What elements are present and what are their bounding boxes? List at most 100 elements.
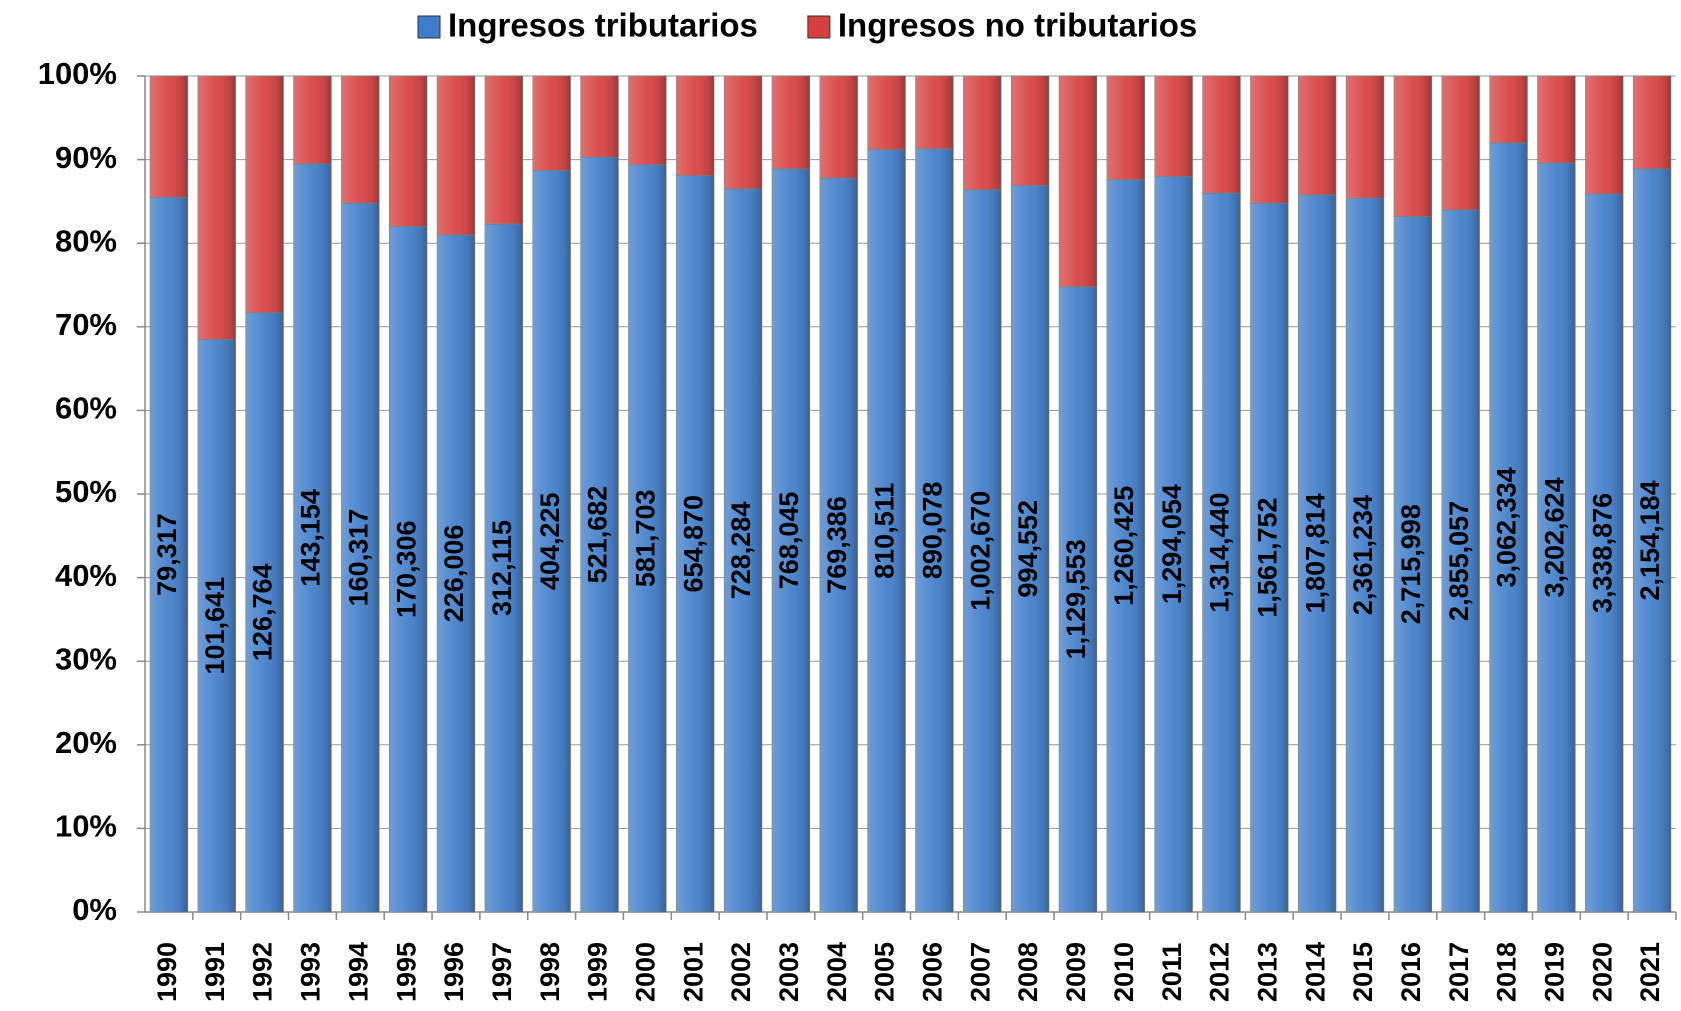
data-label: 143,154 [296, 489, 326, 587]
y-tick-label: 30% [55, 641, 117, 676]
bar-shade [1202, 193, 1241, 913]
y-tick-label: 70% [55, 307, 117, 342]
data-label: 654,870 [678, 495, 708, 593]
data-label: 994,552 [1013, 500, 1043, 598]
bar-shade [1011, 185, 1049, 913]
bar-shade [293, 76, 332, 164]
bar-shade [1250, 203, 1288, 912]
bar-shade [628, 164, 667, 913]
bar-shade [724, 188, 762, 913]
bar-shade [1537, 162, 1576, 913]
x-tick-label: 2014 [1300, 942, 1330, 1002]
bar-shade [245, 312, 284, 912]
y-tick-label: 10% [55, 809, 117, 844]
bar-shade [341, 76, 379, 204]
bar-shade [676, 76, 714, 176]
x-tick-label: 1991 [200, 942, 230, 1002]
data-label: 312,115 [487, 520, 517, 616]
y-tick-label: 80% [55, 223, 117, 258]
bar-shade [389, 226, 427, 913]
bar-shade [1633, 76, 1671, 169]
x-tick-label: 1992 [248, 942, 278, 1002]
data-label: 2,154,184 [1635, 480, 1665, 600]
y-tick-label: 20% [55, 725, 117, 760]
bar-shade [198, 76, 236, 340]
bar-shade [1059, 286, 1097, 912]
data-label: 79,317 [152, 513, 182, 596]
bar-shade [1250, 76, 1288, 204]
bar-shade [1489, 76, 1528, 143]
x-tick-label: 2012 [1205, 942, 1235, 1002]
x-tick-label: 1994 [343, 942, 373, 1002]
bar-shade [1154, 76, 1193, 177]
x-tick-label: 2009 [1061, 942, 1091, 1002]
data-label: 3,202,624 [1540, 477, 1570, 597]
y-tick-label: 40% [55, 558, 117, 593]
bar-shade [437, 76, 475, 235]
data-label: 890,078 [918, 482, 948, 580]
data-label: 1,314,440 [1205, 492, 1235, 612]
y-tick-label: 0% [72, 892, 117, 927]
bar-shade [389, 76, 427, 227]
y-tick-label: 60% [55, 391, 117, 426]
bar-shade [820, 76, 858, 178]
bar-shade [1346, 76, 1384, 199]
bar-shade [628, 76, 667, 165]
x-tick-label: 2004 [822, 942, 852, 1002]
x-tick-label: 2007 [965, 942, 995, 1002]
bar-shade [963, 76, 1001, 190]
legend-swatch [417, 15, 441, 39]
bar-shade [485, 76, 523, 224]
x-tick-label: 2018 [1492, 942, 1522, 1002]
x-tick-label: 2008 [1013, 942, 1043, 1002]
x-tick-label: 2006 [918, 942, 948, 1002]
bar-shade [1537, 76, 1576, 163]
data-label: 1,260,425 [1109, 486, 1139, 606]
bar-shade [485, 223, 523, 913]
data-label: 1,129,553 [1061, 539, 1091, 659]
y-tick-label: 90% [55, 140, 117, 175]
data-label: 769,386 [822, 496, 852, 594]
x-tick-label: 1990 [152, 942, 182, 1002]
x-tick-label: 2003 [774, 942, 804, 1002]
bar-shade [1633, 168, 1671, 912]
bar-shade [245, 76, 284, 313]
y-tick-label: 50% [55, 474, 117, 509]
x-tick-label: 2010 [1109, 942, 1139, 1002]
bar-shade [724, 76, 762, 189]
bar-shade [437, 234, 475, 913]
bar-shade [1011, 76, 1049, 186]
data-label: 126,764 [248, 563, 278, 661]
x-tick-label: 1998 [535, 942, 565, 1002]
bar-shade [150, 76, 188, 198]
bar-shade [341, 203, 379, 912]
x-tick-label: 1999 [583, 942, 613, 1002]
bar-shade [150, 197, 188, 913]
bar-shade [772, 76, 810, 169]
bar-shade [533, 76, 571, 171]
bar-shade [1489, 142, 1528, 912]
bar-shade [1107, 76, 1145, 180]
data-label: 101,641 [200, 577, 230, 675]
bar-shade [1298, 76, 1336, 195]
data-label: 810,511 [870, 483, 900, 579]
data-label: 581,703 [630, 490, 660, 588]
bar-shade [1202, 76, 1241, 194]
bar-shade [198, 339, 236, 913]
x-tick-label: 2013 [1252, 942, 1282, 1002]
bar-shade [1394, 76, 1432, 217]
legend-label: Ingresos no tributarios [838, 7, 1197, 44]
data-label: 1,002,670 [965, 491, 995, 611]
bar-shade [533, 170, 571, 912]
bar-shade [1442, 76, 1480, 210]
data-label: 404,225 [535, 492, 565, 590]
bar-shade [293, 163, 332, 912]
x-tick-label: 2017 [1444, 942, 1474, 1002]
data-label: 226,006 [439, 525, 469, 623]
x-tick-label: 2016 [1396, 942, 1426, 1002]
bar-shade [1442, 209, 1480, 912]
legend-label: Ingresos tributarios [448, 7, 758, 44]
x-tick-label: 2019 [1540, 942, 1570, 1002]
bar-shade [1394, 216, 1432, 912]
data-label: 521,682 [583, 486, 613, 584]
